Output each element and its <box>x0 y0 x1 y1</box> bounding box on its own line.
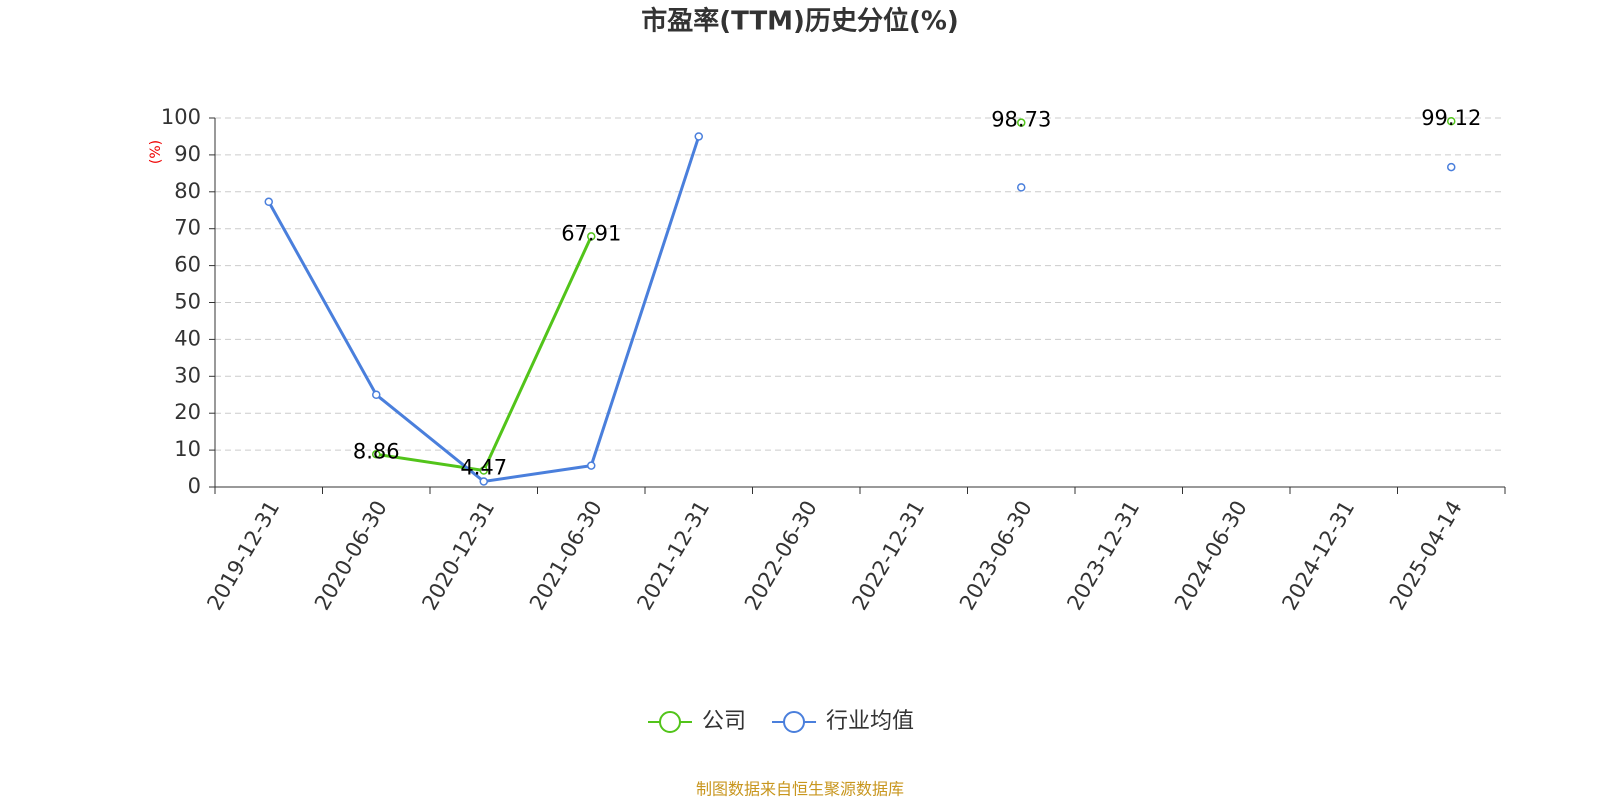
data-label: 4.47 <box>460 456 507 480</box>
data-point <box>479 466 488 475</box>
x-tick-label: 2023-12-31 <box>1062 497 1144 615</box>
source: 制图数据来自恒生聚源数据库 <box>696 780 904 799</box>
legend-marker <box>659 711 681 733</box>
legend-label: 行业均值 <box>826 709 914 734</box>
y-tick-label: 90 <box>174 142 201 166</box>
data-point <box>587 232 596 241</box>
data-point <box>1447 116 1456 126</box>
y-tick-label: 60 <box>174 253 201 277</box>
data-point <box>1017 183 1026 192</box>
y-tick-label: 100 <box>161 105 201 129</box>
y-tick-label: 40 <box>174 326 201 350</box>
series-line <box>269 136 1452 481</box>
x-tick-label: 2019-12-31 <box>202 497 284 615</box>
y-axis-label: (%) <box>148 140 164 164</box>
data-label: 67.91 <box>561 221 621 245</box>
y-tick-label: 30 <box>174 363 201 387</box>
legend-label: 公司 <box>702 709 746 734</box>
x-tick-label: 2022-12-31 <box>847 497 929 615</box>
data-point <box>372 390 381 399</box>
data-point <box>372 450 381 459</box>
y-tick-label: 50 <box>174 290 201 314</box>
x-tick-label: 2021-06-30 <box>525 497 607 615</box>
x-tick-label: 2020-12-31 <box>417 497 499 615</box>
x-tick-label: 2024-12-31 <box>1277 497 1359 615</box>
x-tick-label: 2020-06-30 <box>310 497 392 615</box>
y-tick-label: 80 <box>174 179 201 203</box>
data-point <box>264 197 273 207</box>
series-line <box>376 121 1451 470</box>
data-point <box>1447 162 1456 172</box>
y-tick-label: 10 <box>174 437 201 461</box>
x-tick-label: 2025-04-14 <box>1385 497 1467 615</box>
x-tick-label: 2024-06-30 <box>1170 497 1252 615</box>
data-point <box>1017 118 1026 127</box>
x-tick-label: 2021-12-31 <box>632 497 714 615</box>
x-tick-label: 2022-06-30 <box>740 497 822 615</box>
legend-marker <box>783 711 806 733</box>
x-tick-label: 2023-06-30 <box>955 497 1037 615</box>
data-label: 98.73 <box>991 108 1051 132</box>
data-label: 8.86 <box>353 439 400 463</box>
y-tick-label: 0 <box>188 474 201 498</box>
data-label: 99.12 <box>1421 106 1481 130</box>
data-point <box>694 132 703 141</box>
data-point <box>479 477 488 486</box>
data-point <box>587 461 596 470</box>
y-tick-label: 70 <box>174 216 201 240</box>
chart-title: 市盈率(TTM)历史分位(%) <box>641 6 959 37</box>
y-tick-label: 20 <box>174 400 201 424</box>
